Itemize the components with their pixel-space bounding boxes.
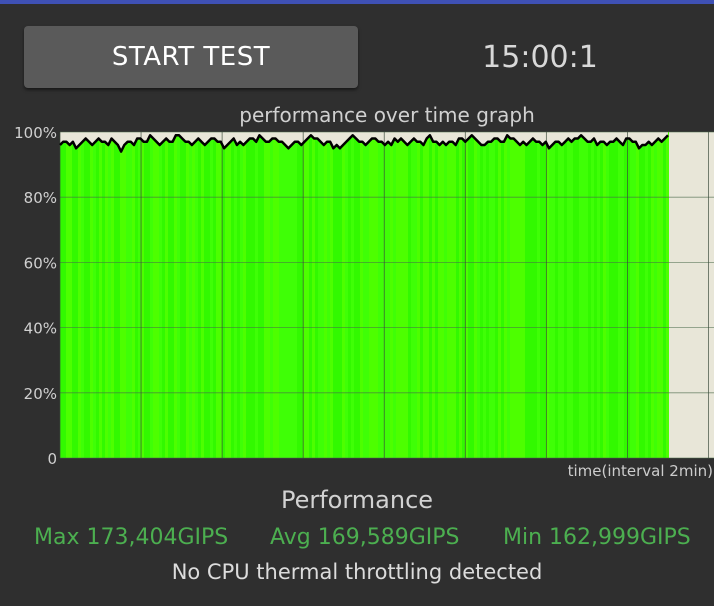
y-tick-label: 0 [47, 450, 57, 468]
y-tick-label: 80% [24, 189, 57, 207]
chart-title: performance over time graph [239, 103, 535, 127]
avg-stat: Avg 169,589GIPS [270, 525, 460, 550]
start-test-button[interactable]: START TEST [24, 26, 358, 88]
y-tick-label: 100% [14, 124, 57, 142]
performance-chart: 0 20% 40% 60% 80% 100% performance over time … [14, 103, 714, 480]
top-accent-bar [0, 0, 714, 4]
performance-area [60, 132, 669, 458]
max-stat: Max 173,404GIPS [34, 525, 229, 550]
min-stat: Min 162,999GIPS [503, 525, 691, 550]
y-tick-label: 40% [24, 320, 57, 338]
timer-display: 15:00:1 [482, 39, 598, 75]
performance-line [59, 134, 669, 153]
y-tick-label: 60% [24, 254, 57, 272]
chart-grid [59, 131, 714, 459]
y-tick-label: 20% [24, 385, 57, 403]
x-axis-label: time(interval 2min) [568, 462, 713, 480]
performance-title: Performance [280, 486, 434, 514]
throttling-status: No CPU thermal throttling detected [171, 560, 543, 584]
